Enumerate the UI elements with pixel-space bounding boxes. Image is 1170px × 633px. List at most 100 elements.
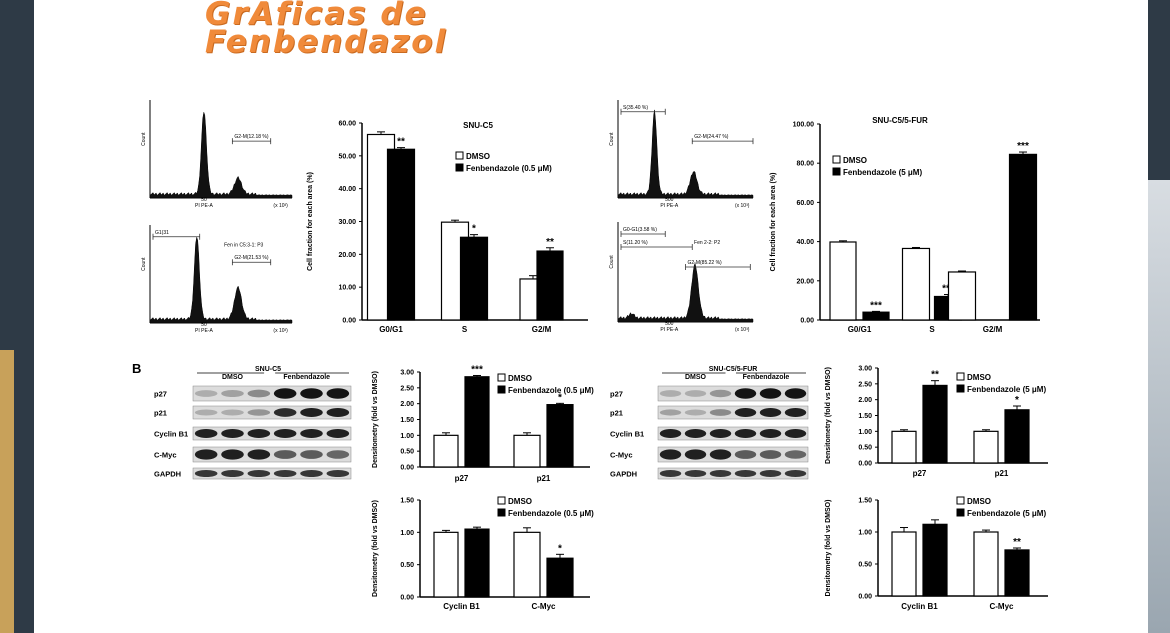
blot1-band bbox=[709, 449, 732, 460]
blot0-band bbox=[300, 469, 323, 478]
c1-bar-fenben bbox=[386, 148, 416, 321]
blot0-band bbox=[273, 388, 297, 399]
c5-significance: * bbox=[1015, 395, 1019, 406]
c3-ylabel: Densitometry (fold vs DMSO) bbox=[372, 371, 379, 468]
c1-ytick-label: 20.00 bbox=[338, 252, 356, 259]
hist2-gate-label: G2-M(24.47 %) bbox=[694, 134, 729, 140]
blot0-band bbox=[247, 429, 271, 438]
c2-ytick-label: 80.00 bbox=[796, 161, 814, 168]
blot1-title: SNU-C5/5-FUR bbox=[709, 366, 758, 373]
c4-bar-fenben bbox=[546, 557, 574, 598]
c3-ytick-label: 3.00 bbox=[400, 370, 414, 377]
blot1-band bbox=[759, 469, 782, 478]
blot0-band bbox=[221, 389, 244, 398]
blot1-lane-strip bbox=[657, 467, 809, 480]
c6-ytick-label: 0.50 bbox=[858, 562, 872, 569]
c2-significance: *** bbox=[870, 300, 882, 311]
blot1-band bbox=[759, 388, 782, 399]
c4-bar-dmso bbox=[433, 531, 459, 598]
c2-bar-dmso bbox=[901, 247, 931, 321]
c3-bar-dmso bbox=[513, 434, 541, 468]
c6-ytick-label: 1.50 bbox=[858, 498, 872, 505]
c3-legend-label: Fenbendazole (0.5 μM) bbox=[508, 386, 594, 395]
c4-bar-dmso bbox=[513, 531, 541, 598]
c6-ylabel: Densitometry (fold vs DMSO) bbox=[825, 500, 832, 597]
c1-category-label: G2/M bbox=[532, 325, 552, 334]
blot0-row-label: p27 bbox=[154, 390, 167, 399]
blot1-band bbox=[684, 390, 707, 397]
blot1-band bbox=[684, 409, 707, 416]
blot0-band bbox=[194, 390, 218, 397]
c5-category-label: p21 bbox=[995, 469, 1009, 478]
blot1-row-label: p27 bbox=[610, 390, 623, 399]
page-title: GrAficas de Fenbendazol bbox=[205, 0, 605, 58]
c2-bar-dmso bbox=[947, 271, 977, 321]
blot0-band bbox=[194, 409, 218, 416]
blot1-band bbox=[734, 388, 757, 399]
c4-bar-fenben bbox=[464, 528, 490, 598]
hist3-gate-label: S(11.20 %) bbox=[623, 240, 648, 246]
c2-ytick-label: 20.00 bbox=[796, 278, 814, 285]
hist3-xunit: (x 10³) bbox=[735, 327, 750, 333]
c1-legend-label: Fenbendazole (0.5 μM) bbox=[466, 164, 552, 173]
hist2-gate-label: S(35.40 %) bbox=[623, 105, 648, 111]
blot1-band bbox=[709, 409, 732, 416]
hist1-xtick: 50 bbox=[201, 322, 207, 328]
hist0-ylabel: Count bbox=[141, 132, 147, 146]
hist0-xunit: (x 10³) bbox=[273, 203, 288, 209]
c3-legend-label: DMSO bbox=[508, 374, 532, 383]
hist2-xtick: 500 bbox=[665, 197, 674, 203]
c2-legend-swatch bbox=[832, 167, 841, 176]
c6-bar-fenben bbox=[1004, 549, 1030, 597]
c2-ylabel: Cell fraction for each area (%) bbox=[770, 173, 777, 272]
blot1-band bbox=[784, 429, 807, 438]
blot0-band bbox=[221, 469, 244, 478]
blot1-group-label: DMSO bbox=[685, 374, 707, 381]
blot1-row-label: GAPDH bbox=[610, 470, 637, 479]
blot0-row-label: Cyclin B1 bbox=[154, 430, 188, 439]
c4-ylabel: Densitometry (fold vs DMSO) bbox=[372, 500, 379, 597]
c6-ytick-label: 1.00 bbox=[858, 530, 872, 537]
c2-category-label: G2/M bbox=[983, 325, 1003, 334]
blot1-band bbox=[709, 469, 732, 478]
blot1-band bbox=[659, 469, 682, 478]
c6-category-label: Cyclin B1 bbox=[901, 602, 938, 611]
c1-title: SNU-C5 bbox=[463, 121, 493, 130]
blot0-row-label: C-Myc bbox=[154, 451, 177, 460]
hist3-xlabel: PI PE-A bbox=[660, 327, 678, 333]
c1-significance: * bbox=[472, 224, 476, 235]
blot1-band bbox=[684, 449, 707, 460]
blot1-band bbox=[784, 388, 807, 399]
blot0-group-label: Fenbendazole bbox=[283, 374, 330, 381]
c1-category-label: G0/G1 bbox=[379, 325, 403, 334]
c1-ytick-label: 40.00 bbox=[338, 186, 356, 193]
c5-ytick-label: 0.00 bbox=[858, 461, 872, 468]
hist2-xlabel: PI PE-A bbox=[660, 203, 678, 209]
blot0-band bbox=[221, 409, 244, 416]
blot0-band bbox=[273, 429, 297, 438]
c5-category-label: p27 bbox=[913, 469, 927, 478]
hist1-gate-label: G1(31 bbox=[155, 230, 169, 236]
c6-bar-dmso bbox=[973, 531, 999, 597]
c2-category-label: G0/G1 bbox=[848, 325, 872, 334]
c3-significance: *** bbox=[471, 364, 483, 375]
c1-ytick-label: 10.00 bbox=[338, 285, 356, 292]
c4-legend-swatch bbox=[497, 508, 506, 517]
blot1-band bbox=[734, 469, 757, 478]
c3-legend-swatch bbox=[497, 385, 506, 394]
blot0-band bbox=[326, 450, 350, 459]
blot0-band bbox=[221, 449, 244, 460]
c2-legend-label: Fenbendazole (5 μM) bbox=[843, 168, 922, 177]
blot0-row-label: GAPDH bbox=[154, 470, 181, 479]
c4-category-label: C-Myc bbox=[531, 602, 556, 611]
c5-legend-swatch bbox=[956, 384, 965, 393]
hist2-histogram bbox=[617, 109, 754, 199]
blot1-band bbox=[659, 449, 682, 460]
c2-ytick-label: 100.00 bbox=[793, 122, 815, 129]
blot1-band bbox=[784, 408, 807, 417]
blot1-band bbox=[684, 429, 707, 438]
c4-legend-label: DMSO bbox=[508, 497, 532, 506]
blot1-band bbox=[734, 429, 757, 438]
c6-legend-swatch bbox=[956, 496, 965, 505]
